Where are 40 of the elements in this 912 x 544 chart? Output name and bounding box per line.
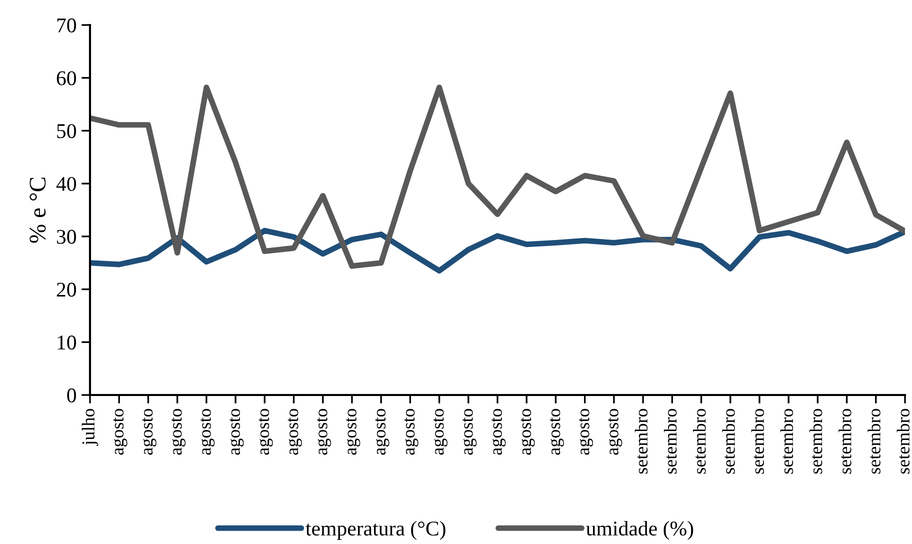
y-tick-label: 20: [56, 282, 76, 297]
y-tick-label: 0: [67, 388, 76, 402]
x-tick-label: agosto: [171, 408, 186, 455]
y-tick-label: 40: [56, 176, 76, 192]
x-tick-label: setembro: [664, 408, 677, 474]
x-tick-label: setembro: [634, 408, 648, 474]
y-tick-label: 50: [57, 124, 76, 138]
y-axis-title: % e °C: [30, 178, 46, 243]
legend-label: temperatura (°C): [306, 520, 446, 540]
x-tick-label: agosto: [492, 408, 506, 455]
x-tick-label: agosto: [375, 408, 390, 455]
x-tick-label: setembro: [838, 408, 852, 474]
x-tick-label: setembro: [868, 408, 880, 474]
x-tick-label: agosto: [258, 408, 273, 455]
y-tick-label: 60: [56, 71, 76, 86]
x-tick-label: julho: [82, 408, 98, 446]
x-tick-label: agosto: [520, 408, 535, 455]
y-tick-label: 10: [58, 336, 76, 350]
x-tick-label: setembro: [693, 408, 706, 474]
x-tick-label: agosto: [200, 408, 215, 455]
x-tick-label: agosto: [288, 408, 302, 455]
x-tick-label: agosto: [578, 408, 594, 455]
legend-label: umidade (%): [586, 520, 694, 540]
x-tick-label: agosto: [462, 408, 477, 455]
x-tick-label: agosto: [230, 408, 244, 455]
x-tick-label: agosto: [346, 408, 360, 455]
x-tick-label: agosto: [433, 408, 448, 455]
x-tick-label: agosto: [142, 408, 156, 455]
x-tick-label: setembro: [809, 408, 822, 474]
x-tick-label: agosto: [608, 408, 622, 455]
y-tick-label: 70: [57, 18, 76, 32]
x-tick-label: setembro: [896, 408, 910, 474]
x-tick-label: agosto: [113, 408, 128, 455]
y-tick-label: 30: [56, 230, 76, 244]
x-tick-label: setembro: [722, 408, 735, 474]
x-tick-label: setembro: [780, 408, 794, 474]
x-tick-label: agosto: [550, 408, 564, 455]
x-tick-label: agosto: [404, 408, 418, 455]
x-tick-label: agosto: [316, 408, 332, 455]
x-tick-label: setembro: [751, 408, 764, 474]
